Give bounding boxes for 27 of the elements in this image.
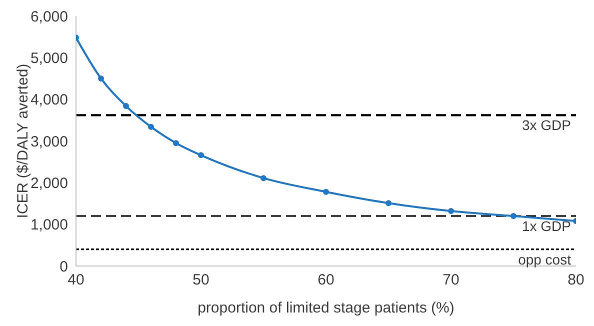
y-tick-label: 4,000 [30, 92, 68, 109]
point [98, 76, 104, 82]
x-axis-title: proportion of limited stage patients (%) [198, 300, 454, 317]
point [260, 175, 266, 182]
ref-line-label: 1x GDP [522, 218, 571, 234]
point [386, 200, 392, 206]
x-tick-label: 60 [318, 272, 334, 289]
y-tick-label: 0 [60, 258, 68, 276]
point [323, 188, 329, 195]
point [198, 152, 204, 158]
y-tick-label: 5,000 [30, 50, 68, 67]
y-tick-label: 6,000 [30, 8, 68, 26]
y-tick-label: 1,000 [30, 216, 68, 234]
y-tick-label: 3,000 [30, 133, 68, 150]
point [173, 140, 179, 146]
ref-line-label: 3x GDP [522, 117, 571, 134]
point [148, 124, 154, 130]
ref-line-label: opp cost [518, 251, 572, 268]
y-tick-label: 2,000 [30, 174, 68, 192]
point [123, 103, 129, 109]
x-tick-label: 40 [68, 272, 84, 289]
x-tick-label: 70 [442, 272, 460, 289]
point [510, 213, 516, 219]
y-axis-title: ICER ($/DALY averted) [14, 64, 32, 218]
point [448, 208, 454, 214]
x-tick-label: 80 [568, 272, 584, 289]
x-tick-label: 50 [192, 272, 210, 289]
